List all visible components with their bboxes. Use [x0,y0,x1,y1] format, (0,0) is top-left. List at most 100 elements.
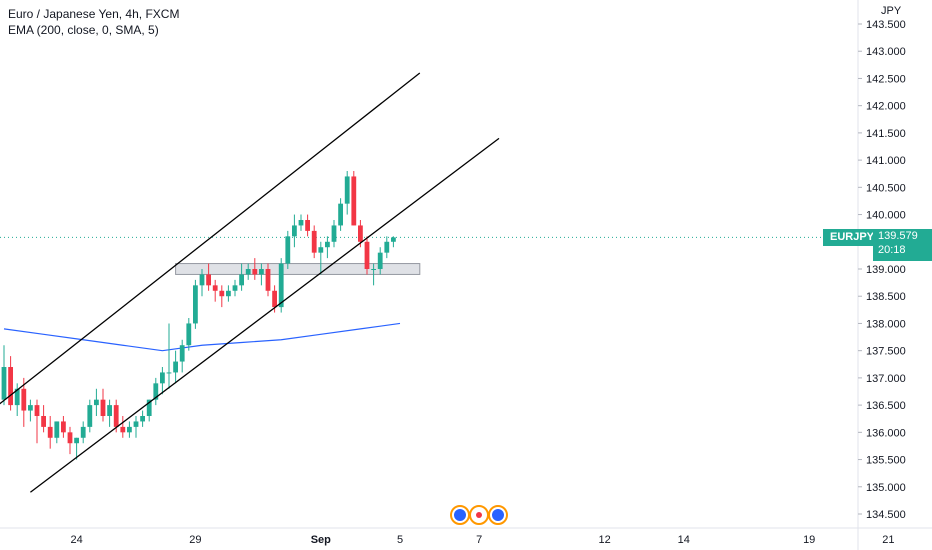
candle [325,236,330,259]
candle-body [199,274,205,286]
candle [265,263,271,297]
y-tick-label: 138.000 [866,318,906,330]
eu-flag-icon[interactable] [488,505,508,525]
candle [140,410,145,427]
candle [259,263,264,286]
chart-legend[interactable]: Euro / Japanese Yen, 4h, FXCM EMA (200, … [8,6,179,38]
candle [166,323,172,389]
last-price: 139.579 [878,230,918,242]
x-tick-label: 21 [882,534,894,546]
candle [371,263,376,286]
y-tick-label: 136.500 [866,400,906,412]
candle-body [47,426,53,438]
candle-body [252,269,258,275]
candle [127,421,132,438]
candle [351,171,357,226]
candle-body [232,285,238,291]
candle-body [74,437,79,444]
y-tick-label: 135.000 [866,482,906,494]
candle [226,285,231,302]
x-tick-label: 19 [803,534,815,546]
candle-body [265,269,271,291]
candle-body [80,426,86,438]
candle-body [298,220,304,226]
candle [14,383,20,416]
event-dot [476,512,482,518]
candle-body [391,237,396,242]
candle-body [239,274,244,286]
candle-body [94,399,99,406]
candle-body [272,290,277,308]
candle-body [285,236,291,264]
candle-layer [1,171,396,460]
y-tick-label: 136.000 [866,427,906,439]
candle [47,416,53,449]
y-tick-label: 140.000 [866,210,906,222]
candle [186,318,192,351]
candle-body [311,230,317,253]
candle-body [358,225,363,242]
candle-body [61,421,66,433]
candle [391,236,396,248]
candle-body [34,405,40,416]
jp-flag-icon[interactable] [469,505,489,525]
candle [28,399,33,422]
eu-flag-icon[interactable] [450,505,470,525]
candle [34,399,40,444]
channel-lower-line [30,137,500,493]
candle [61,416,66,438]
candle-body [146,399,152,416]
candle [199,269,205,297]
channel-layer [0,72,500,493]
candle [384,236,390,259]
support-zone-layer [0,236,858,275]
candle [298,214,304,231]
indicator-legend[interactable]: EMA (200, close, 0, SMA, 5) [8,23,159,37]
y-tick-label: 143.500 [866,19,906,31]
ema-layer [3,322,401,352]
candle-body [107,405,112,416]
candle-body [173,361,178,373]
y-tick-label: 135.500 [866,455,906,467]
x-tick-label: 24 [70,534,82,546]
candle-body [259,269,264,275]
candle [285,230,291,269]
y-tick-label: 141.000 [866,155,906,167]
candle-body [278,263,284,308]
candle [153,377,159,406]
event-flag [454,509,466,521]
candle [305,214,310,237]
candle-body [338,203,343,226]
candle [206,263,211,291]
candle [74,437,79,460]
event-icons [450,505,508,525]
time-axis: 24 29 Sep 5 7 12 14 19 21 [70,534,894,546]
candle-body [179,345,185,362]
bar-countdown: 20:18 [878,244,906,256]
candle-body [212,285,218,291]
candle [338,198,343,231]
candle [67,426,73,455]
candle-body [166,372,172,374]
x-tick-label: 7 [476,534,482,546]
candle-body [344,176,350,204]
candle-body [160,372,165,384]
candle [311,225,317,259]
candle-body [127,426,132,433]
symbol-price-label: EURJPY [823,229,882,246]
candle [87,399,93,433]
candle [160,367,165,395]
candle-body [54,421,60,438]
candle-body [351,176,357,226]
candle [21,377,27,427]
candle [331,220,337,248]
y-tick-label: 143.000 [866,46,906,58]
candle [252,258,258,280]
y-tick-label: 137.500 [866,346,906,358]
candle-body [1,367,7,400]
y-tick-label: 137.000 [866,373,906,385]
candle-body [219,290,225,297]
event-flag [492,509,504,521]
